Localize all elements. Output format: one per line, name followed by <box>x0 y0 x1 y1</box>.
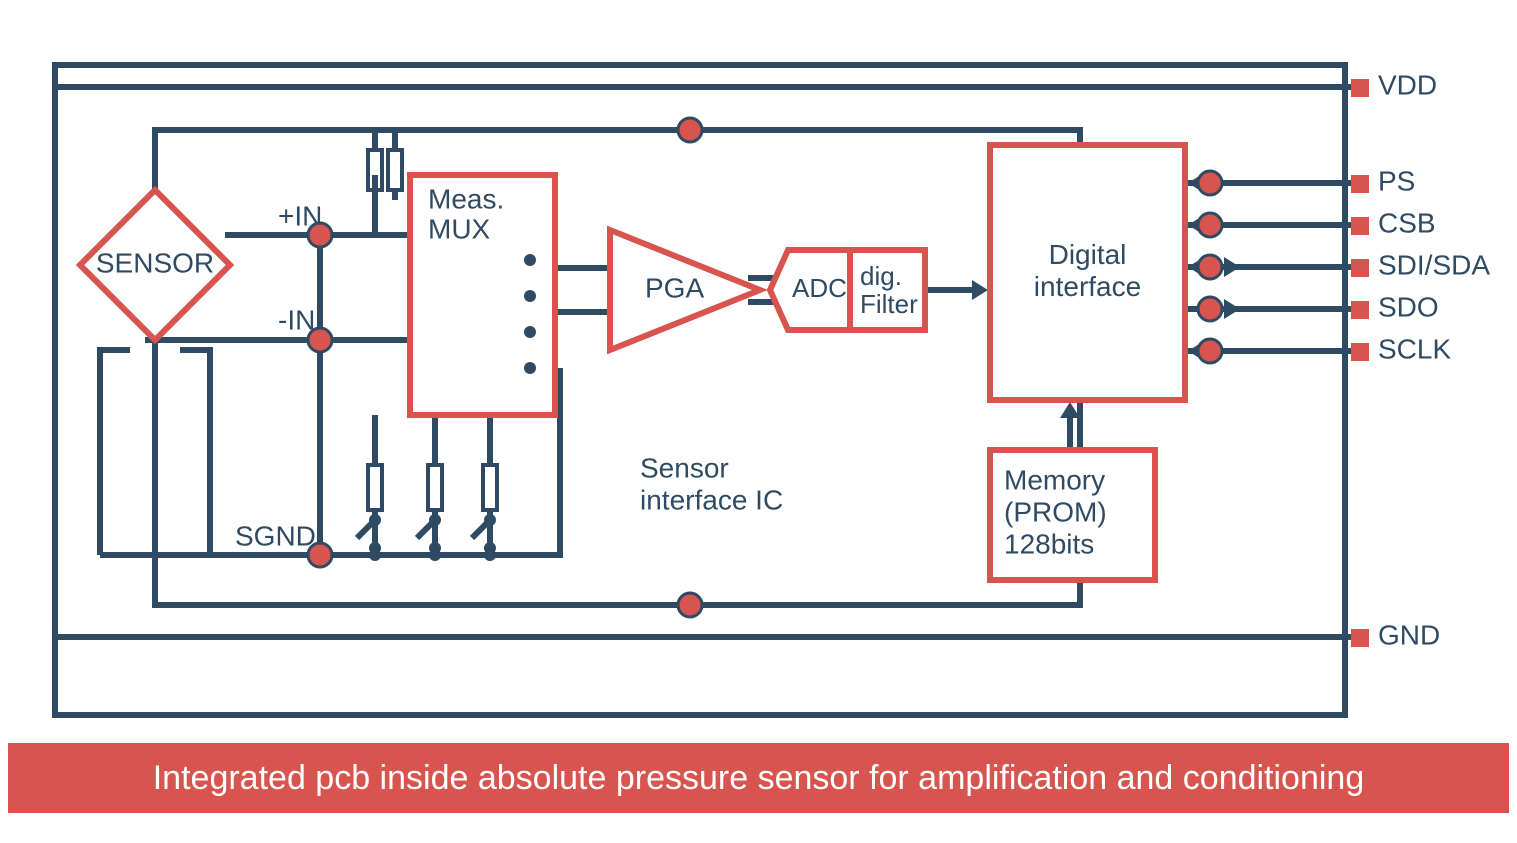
arrow-out-SDO <box>1224 299 1240 319</box>
digif-label-2: interface <box>1034 271 1141 302</box>
junction-node <box>1198 213 1222 237</box>
mem-label-3: 128bits <box>1004 528 1094 559</box>
wire-gnd-inner <box>155 340 1080 605</box>
junction-node <box>308 223 332 247</box>
node <box>369 549 381 561</box>
filter-label-1: dig. <box>860 261 902 291</box>
junction-node <box>308 328 332 352</box>
node <box>484 549 496 561</box>
pin-label-ps: PS <box>1378 165 1415 196</box>
node <box>524 326 536 338</box>
pin-square-sclk <box>1352 344 1368 360</box>
block-diagram-svg: SENSORMeas.MUXPGAADCdig.FilterDigitalint… <box>0 0 1517 843</box>
junction-node <box>1198 255 1222 279</box>
pga-label: PGA <box>645 272 704 303</box>
resistor-b1 <box>368 465 382 510</box>
resistor-b2 <box>428 465 442 510</box>
digif-label-1: Digital <box>1049 239 1127 270</box>
caption-text: Integrated pcb inside absolute pressure … <box>153 759 1365 798</box>
sensor-label: SENSOR <box>96 247 214 278</box>
mux-label-1: Meas. <box>428 183 504 214</box>
filter-label-2: Filter <box>860 289 918 319</box>
pin-label-vdd: VDD <box>1378 69 1437 100</box>
pin-square-sdo <box>1352 302 1368 318</box>
mem-label-1: Memory <box>1004 464 1105 495</box>
junction-node <box>1198 297 1222 321</box>
minus-in-label: -IN <box>278 304 315 335</box>
node <box>524 290 536 302</box>
junction-node <box>678 118 702 142</box>
junction-node <box>1198 339 1222 363</box>
pin-square-gnd <box>1352 630 1368 646</box>
wire-vdd-inner-top <box>155 130 1080 190</box>
pin-square-csb <box>1352 218 1368 234</box>
pin-label-sclk: SCLK <box>1378 333 1451 364</box>
pin-label-sdo: SDO <box>1378 291 1439 322</box>
arrow-filter-to-digif <box>972 280 988 300</box>
junction-node <box>678 593 702 617</box>
junction-node <box>308 543 332 567</box>
node <box>429 514 441 526</box>
mem-label-2: (PROM) <box>1004 496 1107 527</box>
resistor-t2 <box>388 150 402 190</box>
pin-label-csb: CSB <box>1378 207 1436 238</box>
node <box>484 514 496 526</box>
pin-square-ps <box>1352 176 1368 192</box>
resistor-b3 <box>483 465 497 510</box>
node <box>524 362 536 374</box>
node <box>369 514 381 526</box>
pin-square-sdi/sda <box>1352 260 1368 276</box>
pin-label-sdi/sda: SDI/SDA <box>1378 249 1490 280</box>
mux-label-2: MUX <box>428 213 491 244</box>
sgnd-label: SGND <box>235 520 316 551</box>
caption-bar: Integrated pcb inside absolute pressure … <box>8 743 1509 813</box>
pin-label-gnd: GND <box>1378 619 1440 650</box>
node <box>429 549 441 561</box>
junction-node <box>1198 171 1222 195</box>
adc-label: ADC <box>792 273 847 303</box>
pin-square-vdd <box>1352 80 1368 96</box>
subtitle-1: Sensor <box>640 452 729 483</box>
node <box>524 254 536 266</box>
arrow-out-SDI/SDA <box>1224 257 1240 277</box>
diagram-container: SENSORMeas.MUXPGAADCdig.FilterDigitalint… <box>0 0 1517 843</box>
subtitle-2: interface IC <box>640 484 783 515</box>
